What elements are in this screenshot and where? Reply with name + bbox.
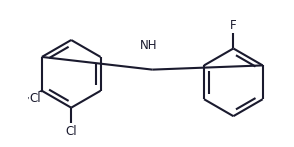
Text: Cl: Cl [65, 125, 77, 138]
Text: NH: NH [140, 39, 158, 52]
Text: Cl: Cl [29, 92, 41, 105]
Text: F: F [230, 19, 237, 32]
